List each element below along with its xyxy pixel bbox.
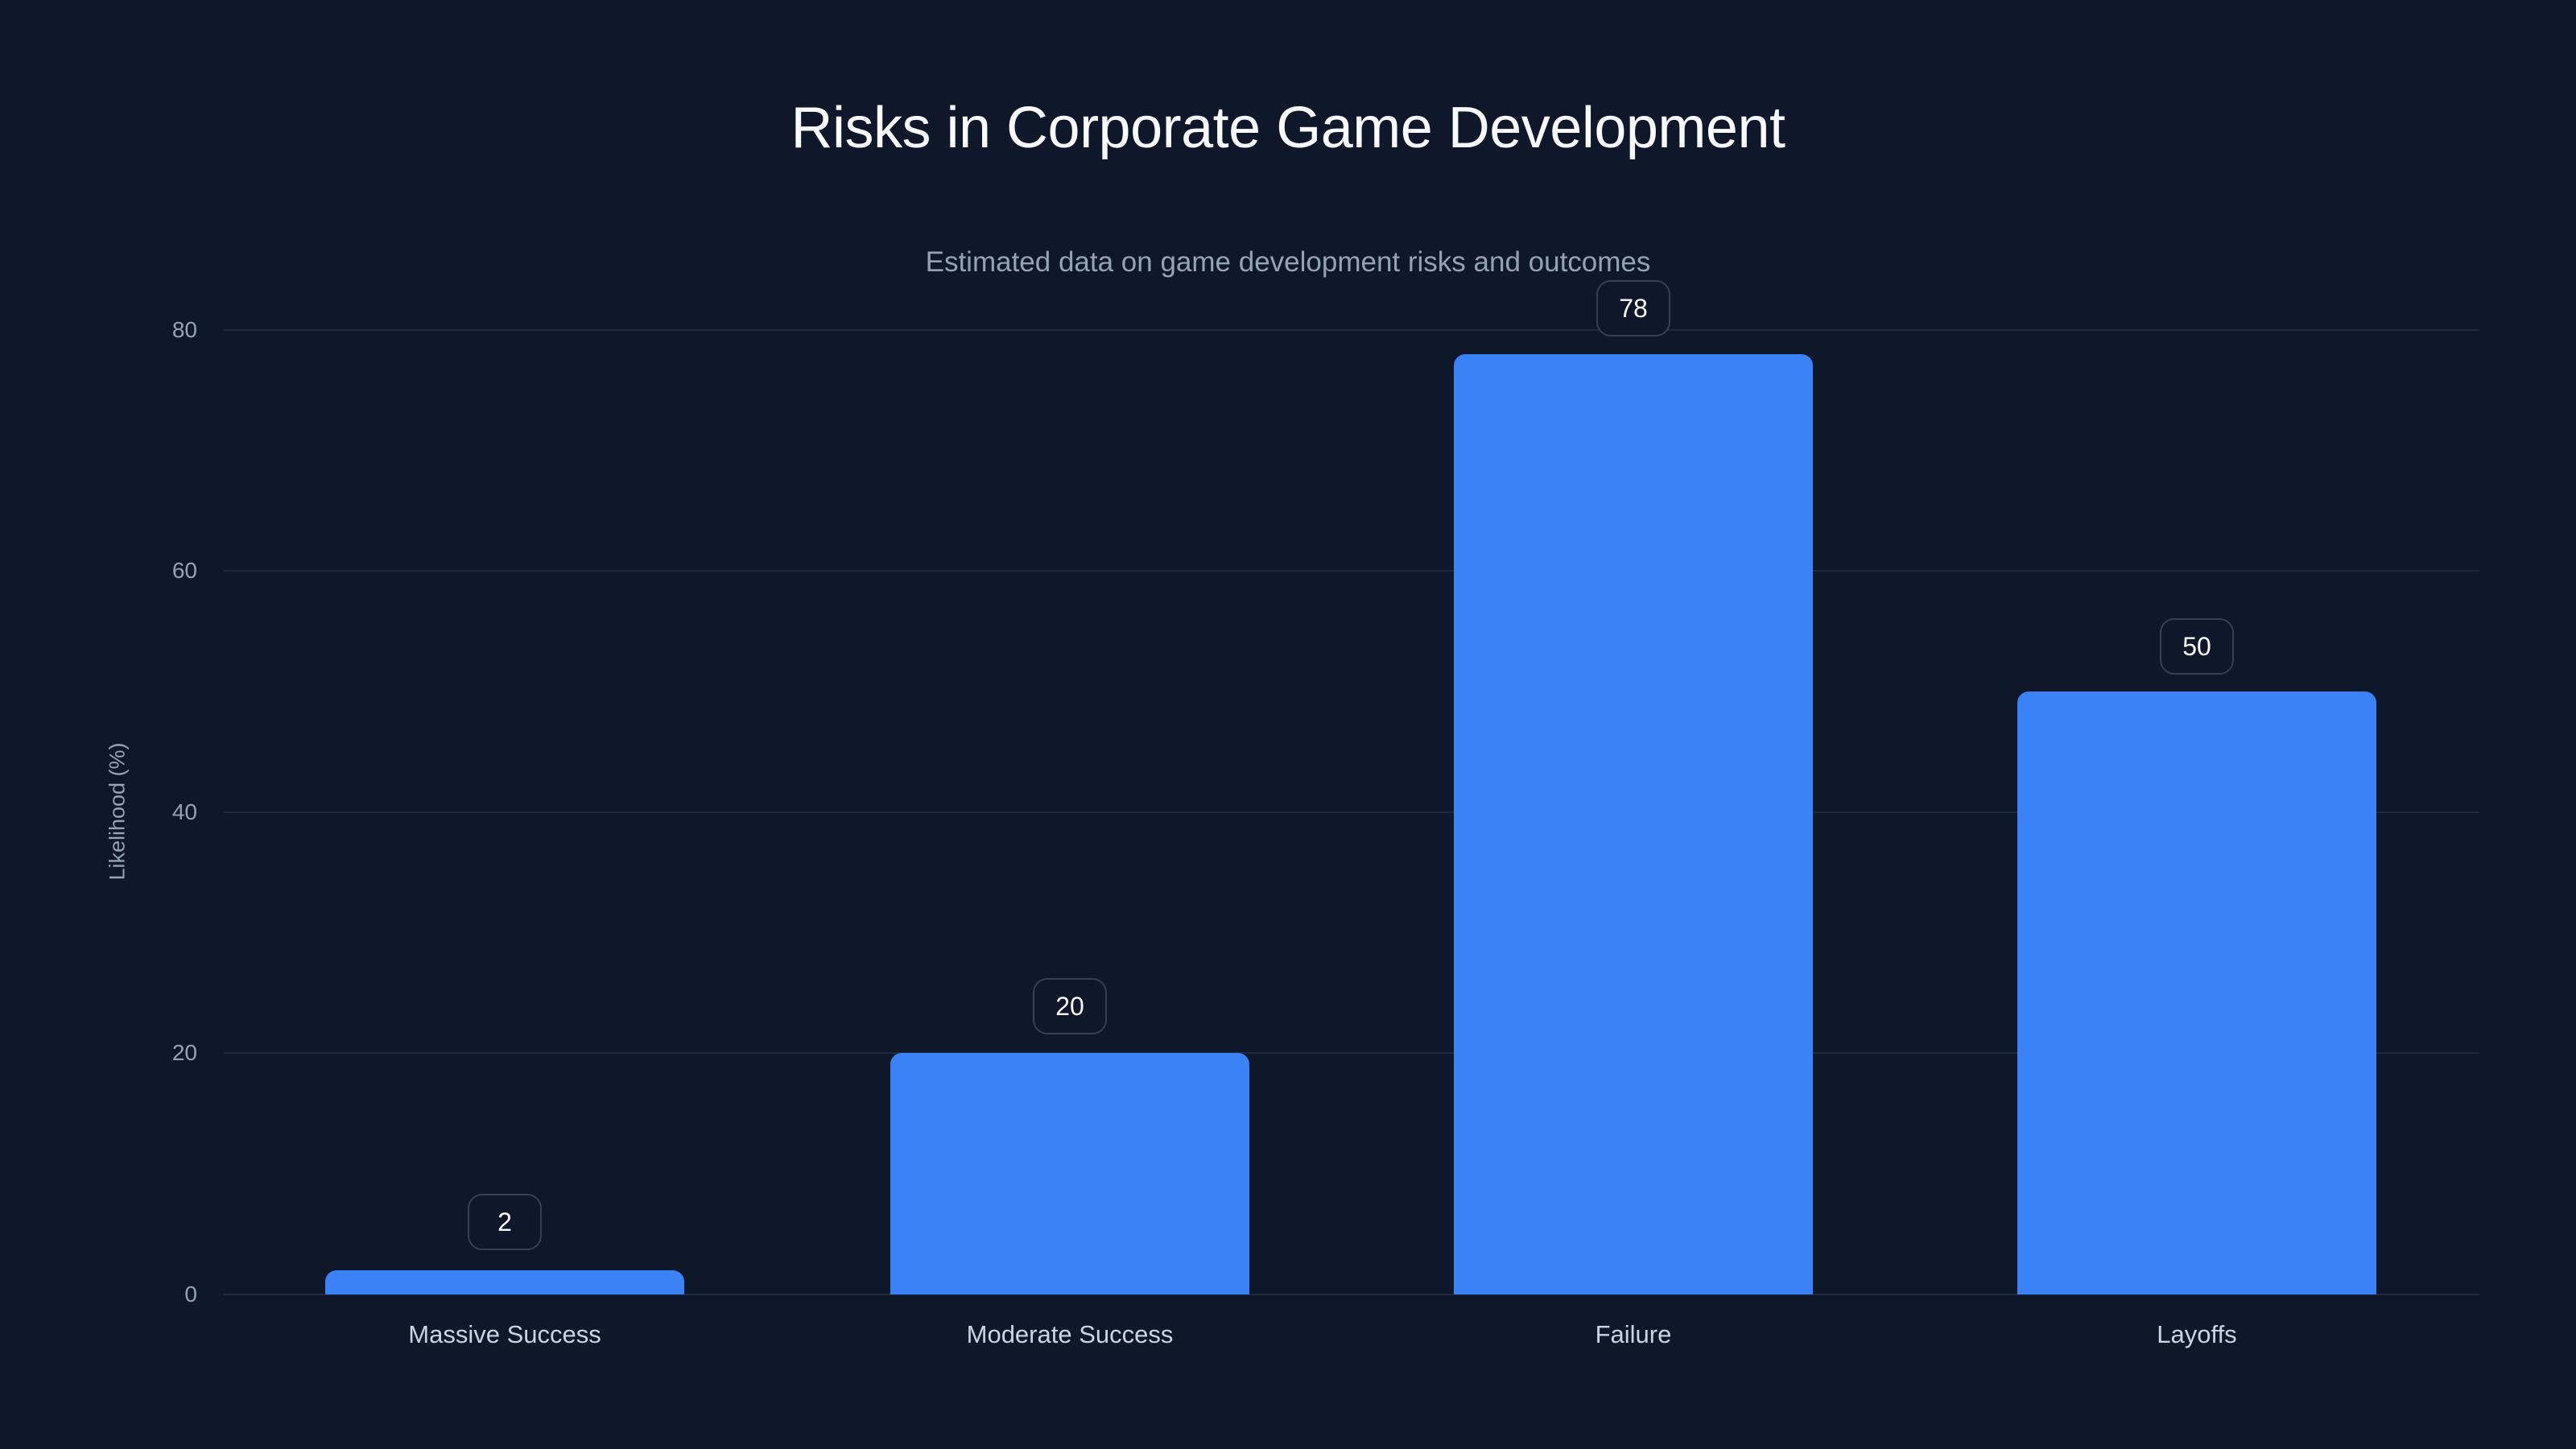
plot-area: 2 20 78 50 [224,280,2479,1295]
bar-moderate-success[interactable] [890,1053,1249,1294]
x-label-layoffs: Layoffs [2157,1320,2237,1348]
gridline-80 [224,329,2479,331]
chart-subtitle: Estimated data on game development risks… [925,246,1651,278]
y-tick-60: 60 [171,558,197,583]
y-tick-80: 80 [171,317,197,342]
gridline-40 [224,811,2479,813]
gridline-20 [224,1052,2479,1054]
bar-failure[interactable] [1454,354,1813,1294]
value-badge-massive-success: 2 [468,1194,542,1250]
gridline-60 [224,570,2479,572]
chart-title: Risks in Corporate Game Development [791,96,1785,160]
y-tick-40: 40 [171,799,197,824]
bar-layoffs[interactable] [2017,691,2376,1294]
value-badge-moderate-success: 20 [1033,978,1107,1034]
y-tick-0: 0 [184,1282,197,1307]
x-label-moderate-success: Moderate Success [966,1320,1174,1348]
x-label-massive-success: Massive Success [408,1320,601,1348]
x-axis-baseline [224,1294,2479,1295]
y-tick-20: 20 [171,1040,197,1065]
bar-massive-success[interactable] [325,1270,684,1294]
x-label-failure: Failure [1595,1320,1672,1348]
value-badge-failure: 78 [1596,280,1670,336]
value-badge-layoffs: 50 [2160,618,2234,675]
